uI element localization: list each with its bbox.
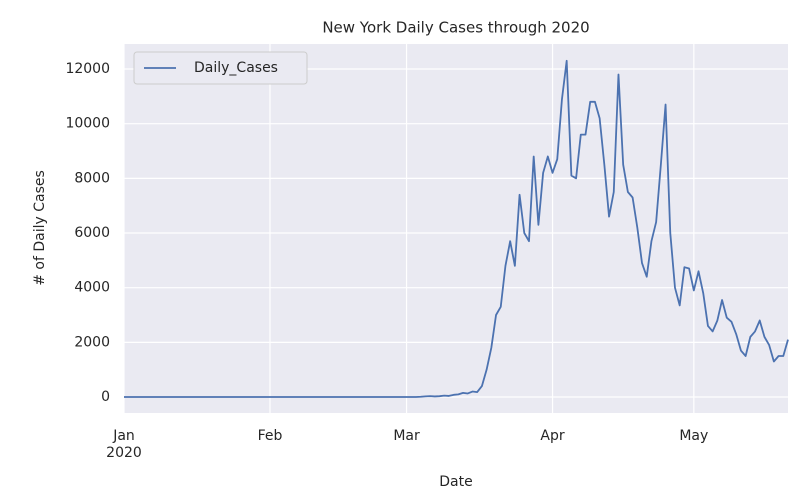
- x-tick-label: Jan 2020: [106, 428, 142, 461]
- plot-area: [124, 44, 788, 413]
- data-line: [124, 59, 789, 398]
- y-axis-label: # of Daily Cases: [32, 170, 48, 286]
- x-tick-label: Mar: [393, 428, 420, 444]
- x-axis-label: Date: [439, 474, 472, 490]
- y-tick-label: 6000: [74, 225, 110, 241]
- y-tick-label: 12000: [65, 61, 110, 77]
- legend-box: [133, 51, 308, 85]
- y-tick-label: 8000: [74, 170, 110, 186]
- x-tick-label: Apr: [540, 428, 565, 444]
- legend-label: Daily_Cases: [194, 60, 278, 76]
- chart-title: New York Daily Cases through 2020: [322, 19, 589, 37]
- x-tick-label: May: [679, 428, 709, 444]
- y-tick-label: 4000: [74, 280, 110, 296]
- x-tick-label: Feb: [257, 428, 283, 444]
- y-tick-label: 0: [101, 389, 110, 405]
- y-tick-label: 2000: [74, 334, 110, 350]
- y-tick-label: 10000: [65, 116, 110, 132]
